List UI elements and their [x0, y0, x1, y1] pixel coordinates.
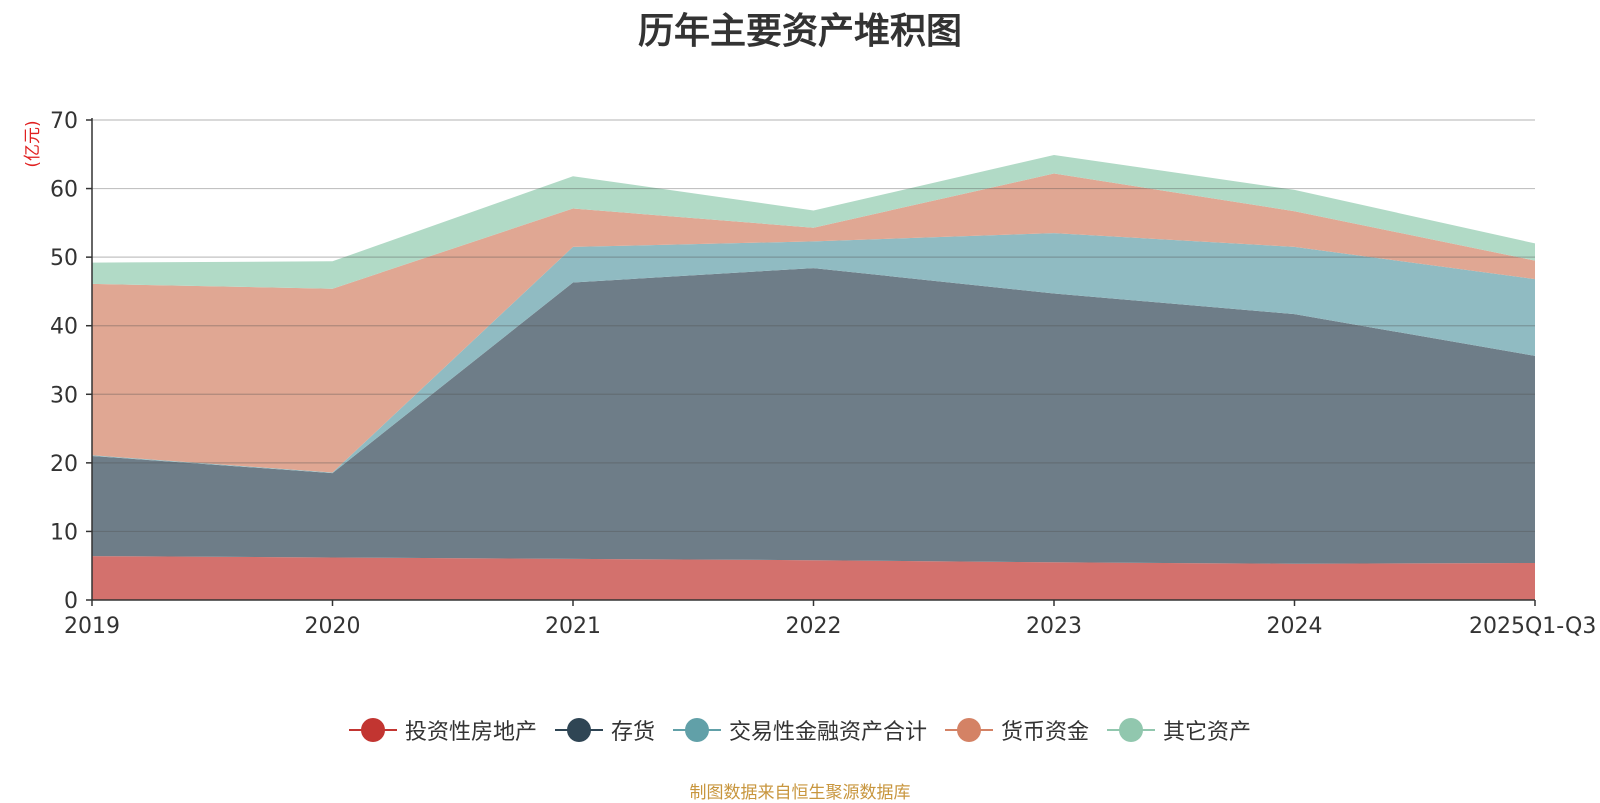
- legend: 投资性房地产 存货 交易性金融资产合计 货币资金 其它资产: [0, 714, 1600, 746]
- legend-label: 投资性房地产: [404, 720, 537, 745]
- legend-marker-icon: [348, 718, 397, 742]
- area-2: [92, 233, 1535, 474]
- x-tick-label-4: 2023: [1026, 614, 1082, 639]
- axes: 0 10 20 30 40 50 60 70 2019 2020 2021 2022 2023 2024 2…: [50, 109, 1596, 639]
- area-series: [92, 155, 1535, 600]
- legend-marker-icon: [945, 718, 993, 742]
- source-note: 制图数据来自恒生聚源数据库: [689, 783, 911, 803]
- x-tick-label-5: 2024: [1267, 614, 1323, 639]
- y-tick-label-60: 60: [50, 178, 78, 203]
- y-tick-label-50: 50: [50, 246, 78, 271]
- y-tick-label-70: 70: [50, 109, 78, 134]
- legend-marker-icon: [1107, 718, 1156, 742]
- legend-label: 存货: [610, 720, 655, 745]
- chart-title: 历年主要资产堆积图: [637, 11, 962, 52]
- y-tick-label-0: 0: [64, 589, 78, 614]
- legend-marker-icon: [554, 718, 603, 742]
- area-1: [92, 268, 1535, 564]
- legend-marker-icon: [672, 718, 721, 742]
- legend-item-3[interactable]: 货币资金: [945, 714, 1089, 746]
- y-tick-label-20: 20: [50, 452, 78, 477]
- y-tick-label-40: 40: [50, 315, 78, 340]
- x-tick-label-1: 2020: [305, 614, 361, 639]
- legend-label: 其它资产: [1163, 720, 1252, 745]
- legend-item-4[interactable]: 其它资产: [1107, 714, 1251, 746]
- x-tick-label-6: 2025Q1-Q3: [1469, 614, 1596, 639]
- area-3: [92, 173, 1535, 473]
- y-axis-unit-label: (亿元): [23, 120, 43, 167]
- x-tick-label-2: 2021: [545, 614, 601, 639]
- legend-item-0[interactable]: 投资性房地产: [348, 714, 537, 746]
- grid-lines: [92, 119, 1535, 533]
- x-tick-label-0: 2019: [64, 614, 120, 639]
- area-4: [92, 155, 1535, 289]
- y-tick-label-10: 10: [50, 520, 78, 545]
- legend-label: 交易性金融资产合计: [728, 720, 927, 745]
- legend-label: 货币资金: [1001, 720, 1090, 745]
- area-0: [92, 556, 1535, 600]
- legend-item-2[interactable]: 交易性金融资产合计: [672, 714, 927, 746]
- y-tick-label-30: 30: [50, 383, 78, 408]
- legend-item-1[interactable]: 存货: [554, 714, 655, 746]
- x-tick-label-3: 2022: [786, 614, 842, 639]
